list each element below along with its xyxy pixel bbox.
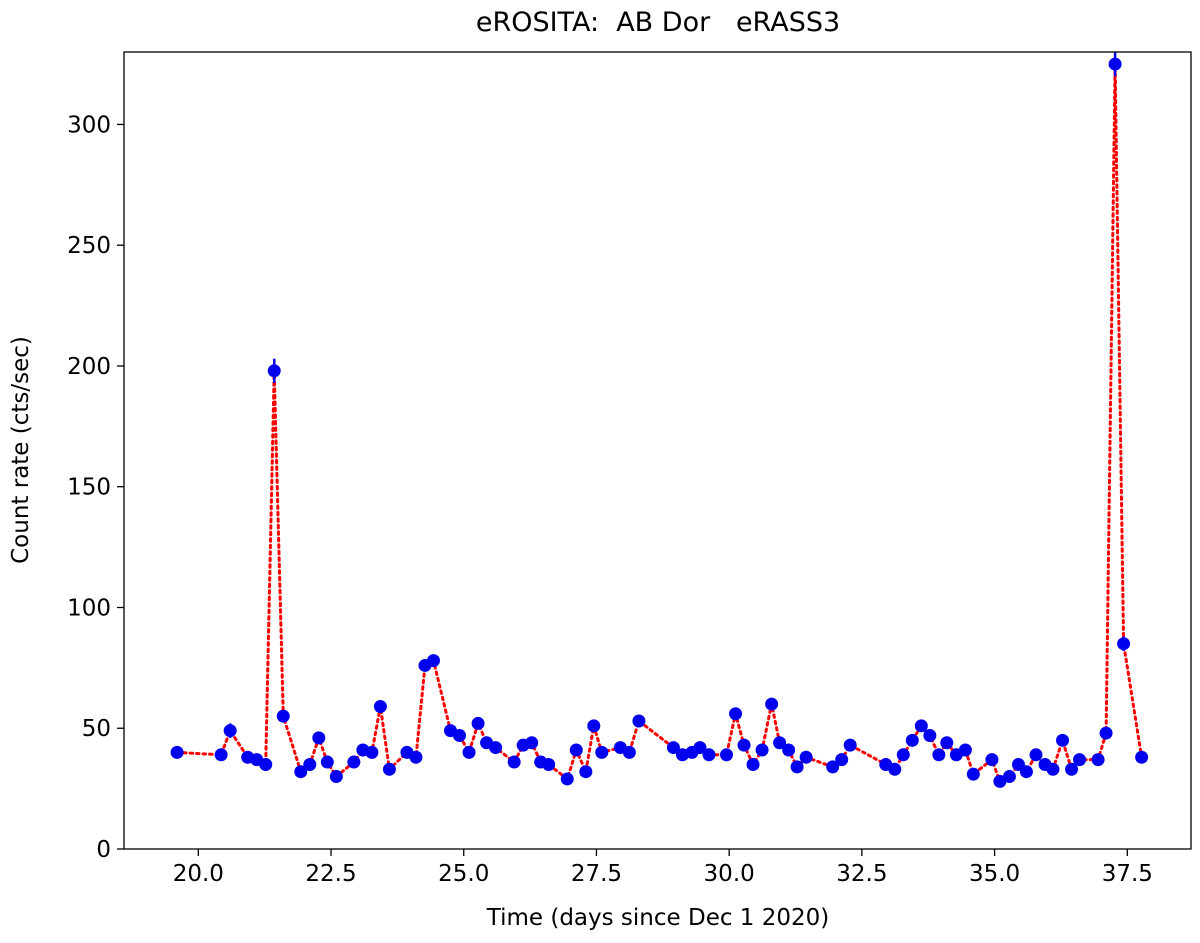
data-point — [826, 760, 840, 774]
data-point — [320, 755, 334, 769]
data-point — [1046, 762, 1060, 776]
data-point — [1029, 748, 1043, 762]
x-tick-label: 37.5 — [1102, 861, 1153, 887]
x-axis-label: Time (days since Dec 1 2020) — [486, 905, 830, 931]
y-tick-label: 100 — [67, 595, 111, 621]
data-point — [765, 697, 779, 711]
data-point — [914, 719, 928, 733]
x-tick-label: 35.0 — [969, 861, 1020, 887]
x-tick-label: 25.0 — [438, 861, 489, 887]
data-point — [746, 757, 760, 771]
plot-frame — [123, 51, 1192, 850]
data-point — [267, 364, 281, 378]
data-point — [843, 738, 857, 752]
data-point — [214, 748, 228, 762]
data-point — [276, 709, 290, 723]
data-point — [1099, 726, 1113, 740]
y-axis-ticks: 0 50 100 150 200 250 300 — [67, 112, 124, 863]
x-tick-label: 20.0 — [173, 861, 224, 887]
data-point — [595, 745, 609, 759]
data-point — [755, 743, 769, 757]
data-point — [294, 765, 308, 779]
data-point — [790, 760, 804, 774]
data-point — [373, 700, 387, 714]
y-axis-label: Count rate (cts/sec) — [8, 336, 34, 564]
data-point — [365, 745, 379, 759]
data-point — [666, 741, 680, 755]
y-tick-label: 50 — [82, 716, 111, 742]
x-tick-label: 30.0 — [704, 861, 755, 887]
data-point — [170, 745, 184, 759]
data-point — [303, 757, 317, 771]
data-point — [932, 748, 946, 762]
data-point — [1135, 750, 1149, 764]
data-point — [720, 748, 734, 762]
data-point — [799, 750, 813, 764]
plot-area — [170, 52, 1149, 788]
data-point — [569, 743, 583, 757]
data-point — [259, 757, 273, 771]
x-tick-label: 22.5 — [305, 861, 356, 887]
data-point — [888, 762, 902, 776]
data-point — [1019, 765, 1033, 779]
data-point — [223, 724, 237, 738]
data-point — [525, 736, 539, 750]
data-point — [1091, 753, 1105, 767]
data-point — [462, 745, 476, 759]
data-point — [773, 736, 787, 750]
data-point — [702, 748, 716, 762]
y-tick-label: 200 — [67, 354, 111, 380]
data-point — [409, 750, 423, 764]
data-point — [426, 654, 440, 668]
y-tick-label: 300 — [67, 112, 111, 138]
data-point — [1056, 733, 1070, 747]
x-tick-label: 27.5 — [571, 861, 622, 887]
data-point — [507, 755, 521, 769]
data-point — [587, 719, 601, 733]
data-point — [993, 774, 1007, 788]
data-point — [382, 762, 396, 776]
data-point — [579, 765, 593, 779]
data-point — [1117, 637, 1131, 651]
chart-title: eROSITA: AB Dor eRASS3 — [476, 7, 840, 38]
data-point — [471, 716, 485, 730]
data-point — [622, 745, 636, 759]
data-point — [632, 714, 646, 728]
data-point — [896, 748, 910, 762]
data-point — [312, 731, 326, 745]
data-point — [1002, 770, 1016, 784]
data-point — [923, 728, 937, 742]
data-point — [542, 757, 556, 771]
data-point — [966, 767, 980, 781]
data-point — [489, 741, 503, 755]
data-point — [958, 743, 972, 757]
y-tick-label: 150 — [67, 475, 111, 501]
data-point — [452, 728, 466, 742]
data-point — [940, 736, 954, 750]
x-tick-label: 32.5 — [836, 861, 887, 887]
data-point — [693, 741, 707, 755]
y-tick-label: 250 — [67, 233, 111, 259]
y-tick-label: 0 — [96, 837, 111, 863]
data-point — [560, 772, 574, 786]
data-point — [905, 733, 919, 747]
data-point — [329, 770, 343, 784]
data-point — [1108, 57, 1122, 71]
data-point — [737, 738, 751, 752]
data-point — [835, 753, 849, 767]
data-point — [729, 707, 743, 721]
data-point — [782, 743, 796, 757]
series-line — [175, 64, 1144, 784]
data-point — [347, 755, 361, 769]
data-point — [985, 753, 999, 767]
x-axis-ticks: 20.0 22.5 25.0 27.5 30.0 32.5 35.0 37.5 — [173, 849, 1153, 887]
data-point — [1065, 762, 1079, 776]
data-point — [1073, 753, 1087, 767]
